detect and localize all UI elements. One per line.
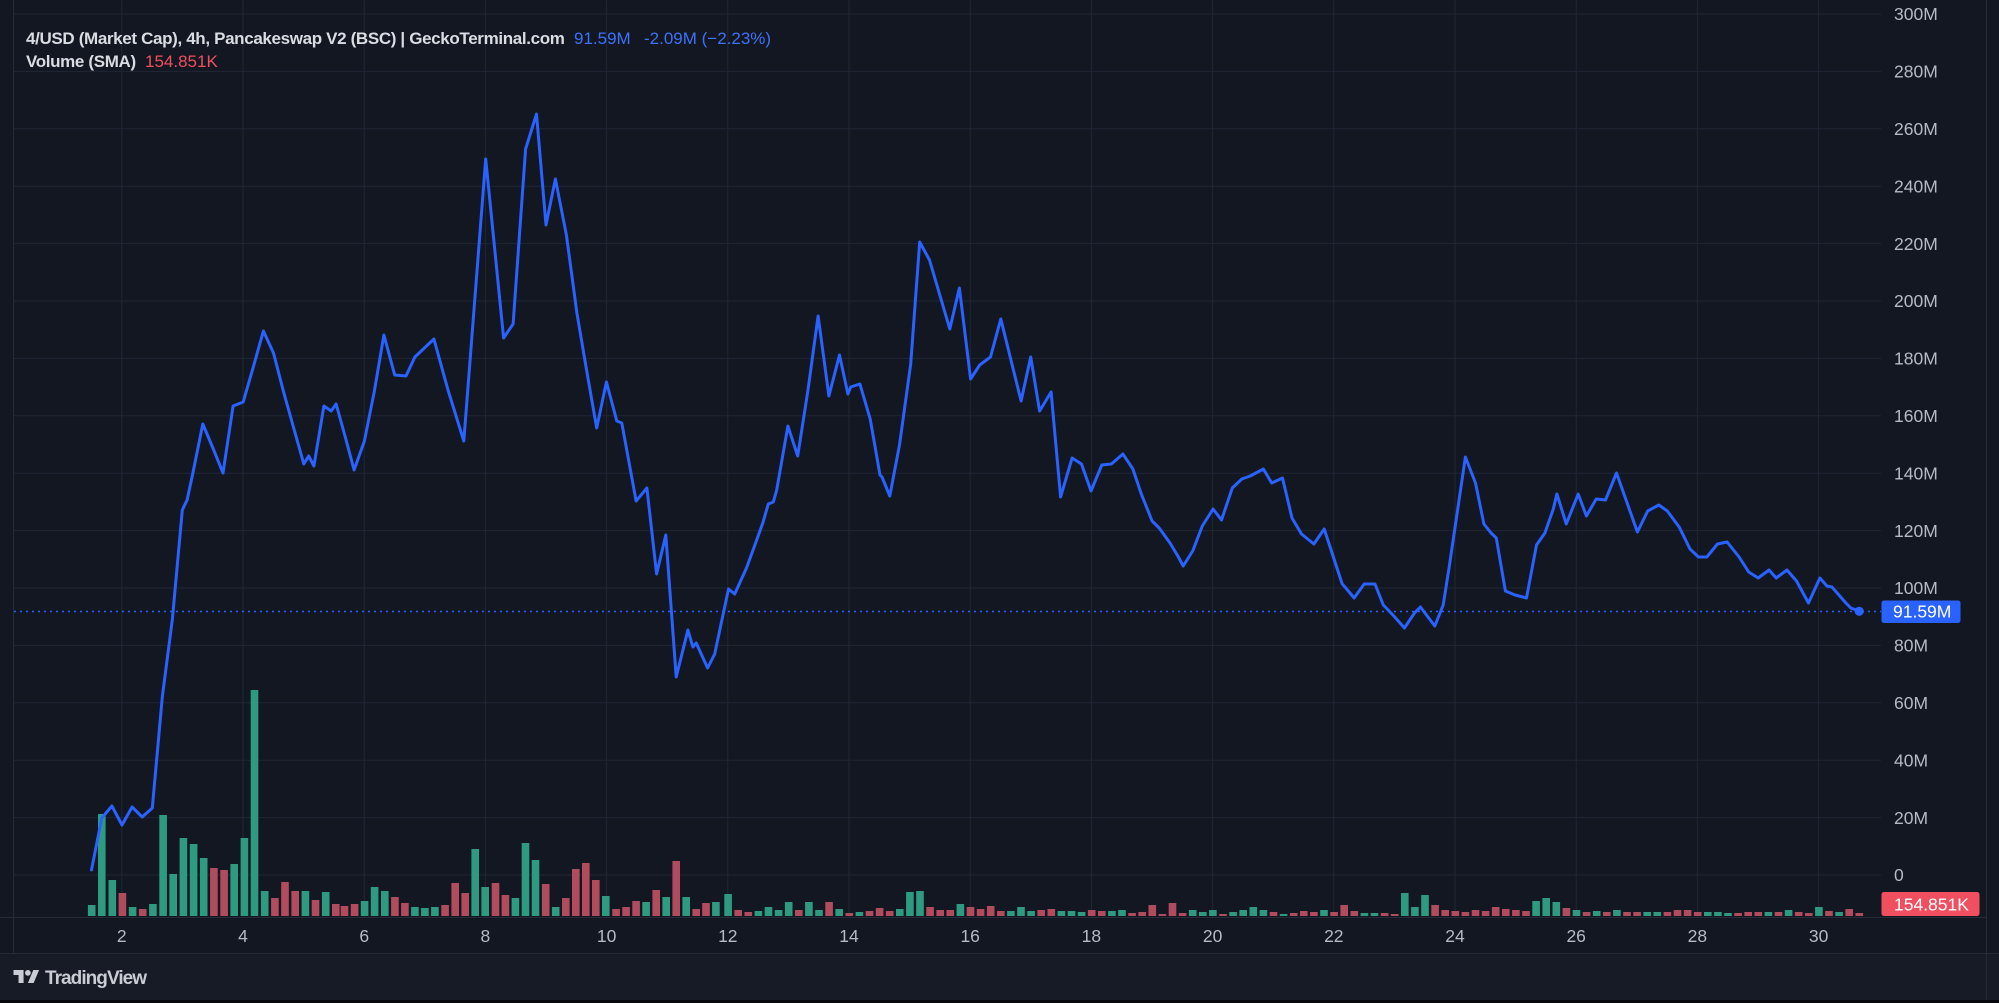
svg-text:0: 0 [1894, 865, 1904, 885]
svg-text:4: 4 [238, 926, 248, 946]
svg-text:91.59M: 91.59M [1893, 602, 1951, 622]
svg-text:240M: 240M [1894, 176, 1938, 196]
svg-text:60M: 60M [1894, 693, 1928, 713]
svg-text:2: 2 [117, 926, 127, 946]
svg-text:-2.09M (−2.23%): -2.09M (−2.23%) [644, 29, 771, 48]
svg-text:30: 30 [1809, 926, 1829, 946]
svg-text:160M: 160M [1894, 406, 1938, 426]
svg-text:24: 24 [1445, 926, 1465, 946]
svg-text:26: 26 [1566, 926, 1585, 946]
svg-text:80M: 80M [1894, 636, 1928, 656]
svg-text:22: 22 [1324, 926, 1343, 946]
svg-text:154.851K: 154.851K [1894, 895, 1969, 915]
svg-text:20: 20 [1203, 926, 1223, 946]
svg-text:100M: 100M [1894, 578, 1938, 598]
svg-text:Volume (SMA): Volume (SMA) [26, 52, 136, 71]
svg-text:260M: 260M [1894, 119, 1938, 139]
svg-text:220M: 220M [1894, 234, 1938, 254]
svg-text:40M: 40M [1894, 750, 1928, 770]
svg-text:8: 8 [481, 926, 491, 946]
svg-text:200M: 200M [1894, 291, 1938, 311]
svg-text:280M: 280M [1894, 62, 1938, 82]
svg-text:14: 14 [839, 926, 859, 946]
svg-text:TradingView: TradingView [45, 968, 147, 989]
svg-text:91.59M: 91.59M [574, 29, 631, 48]
svg-text:300M: 300M [1894, 4, 1938, 24]
svg-text:12: 12 [718, 926, 737, 946]
svg-text:10: 10 [597, 926, 617, 946]
svg-text:120M: 120M [1894, 521, 1938, 541]
svg-text:140M: 140M [1894, 463, 1938, 483]
svg-text:154.851K: 154.851K [145, 52, 218, 71]
svg-text:18: 18 [1082, 926, 1101, 946]
svg-text:20M: 20M [1894, 808, 1928, 828]
svg-text:16: 16 [960, 926, 979, 946]
svg-text:180M: 180M [1894, 349, 1938, 369]
svg-text:4/USD (Market Cap), 4h, Pancak: 4/USD (Market Cap), 4h, Pancakeswap V2 (… [26, 29, 565, 48]
svg-text:6: 6 [359, 926, 369, 946]
svg-text:28: 28 [1688, 926, 1707, 946]
